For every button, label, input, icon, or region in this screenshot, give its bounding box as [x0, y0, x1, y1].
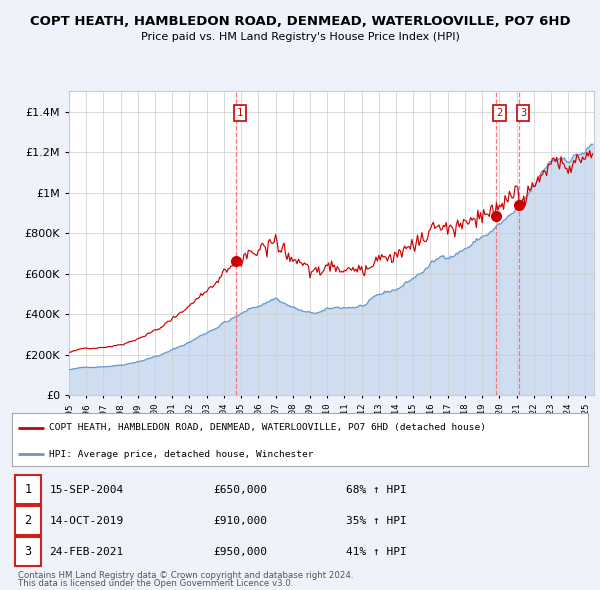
Text: £910,000: £910,000 — [214, 516, 268, 526]
Text: COPT HEATH, HAMBLEDON ROAD, DENMEAD, WATERLOOVILLE, PO7 6HD (detached house): COPT HEATH, HAMBLEDON ROAD, DENMEAD, WAT… — [49, 424, 487, 432]
Text: 14-OCT-2019: 14-OCT-2019 — [49, 516, 124, 526]
Text: Price paid vs. HM Land Registry's House Price Index (HPI): Price paid vs. HM Land Registry's House … — [140, 32, 460, 42]
Text: 35% ↑ HPI: 35% ↑ HPI — [346, 516, 407, 526]
Text: £950,000: £950,000 — [214, 547, 268, 557]
FancyBboxPatch shape — [15, 475, 41, 504]
Text: 24-FEB-2021: 24-FEB-2021 — [49, 547, 124, 557]
Text: Contains HM Land Registry data © Crown copyright and database right 2024.: Contains HM Land Registry data © Crown c… — [18, 571, 353, 580]
Text: 41% ↑ HPI: 41% ↑ HPI — [346, 547, 407, 557]
Text: 15-SEP-2004: 15-SEP-2004 — [49, 484, 124, 494]
Text: 2: 2 — [497, 107, 503, 117]
Text: 1: 1 — [237, 107, 243, 117]
Text: 1: 1 — [24, 483, 31, 496]
Text: £650,000: £650,000 — [214, 484, 268, 494]
Text: HPI: Average price, detached house, Winchester: HPI: Average price, detached house, Winc… — [49, 450, 314, 459]
Text: 3: 3 — [24, 545, 31, 558]
Text: COPT HEATH, HAMBLEDON ROAD, DENMEAD, WATERLOOVILLE, PO7 6HD: COPT HEATH, HAMBLEDON ROAD, DENMEAD, WAT… — [29, 15, 571, 28]
Text: This data is licensed under the Open Government Licence v3.0.: This data is licensed under the Open Gov… — [18, 579, 293, 588]
Text: 68% ↑ HPI: 68% ↑ HPI — [346, 484, 407, 494]
FancyBboxPatch shape — [15, 506, 41, 535]
Text: 3: 3 — [520, 107, 526, 117]
Text: 2: 2 — [24, 514, 31, 527]
FancyBboxPatch shape — [15, 537, 41, 566]
